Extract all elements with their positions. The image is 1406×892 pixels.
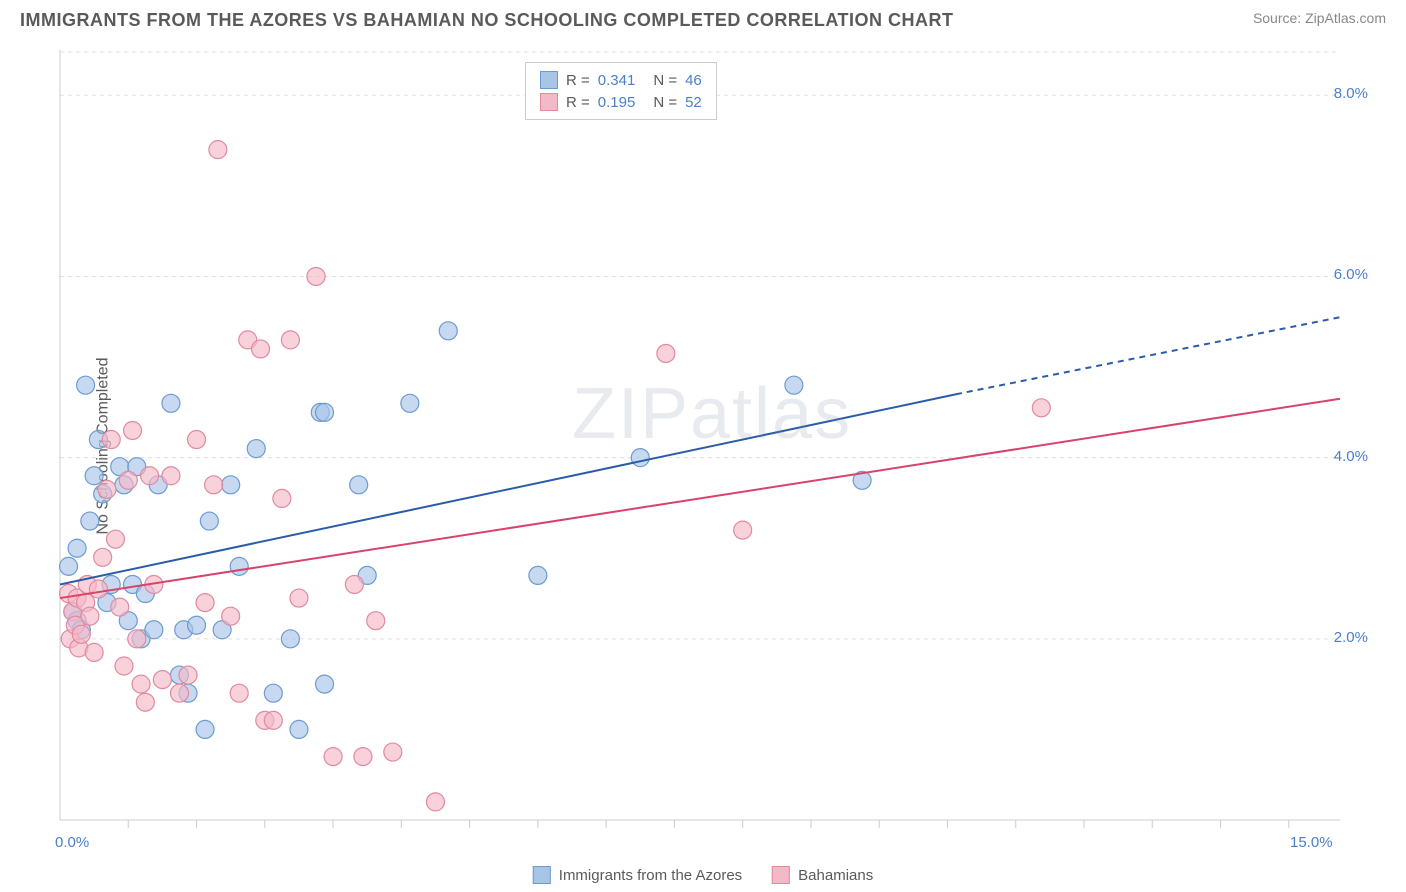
page-title: IMMIGRANTS FROM THE AZORES VS BAHAMIAN N… xyxy=(20,10,953,31)
legend-row: R = 0.195 N = 52 xyxy=(540,91,702,113)
legend-text: R = xyxy=(566,72,590,89)
chart-container: ZIPatlas R =0.341N =46R =0.195N =52 2.0%… xyxy=(55,50,1376,852)
legend-item: Immigrants from the Azores xyxy=(533,866,742,884)
legend-n-value: 46 xyxy=(685,72,702,89)
source-label: Source: ZipAtlas.com xyxy=(1253,10,1386,26)
legend-item: Bahamians xyxy=(772,866,873,884)
legend-correlation: R = 0.341 N = 46 R = 0.195 N = 52 xyxy=(525,62,717,120)
legend-r-value: 0.341 xyxy=(598,72,636,89)
y-tick-label: 8.0% xyxy=(1334,85,1368,102)
legend-swatch xyxy=(540,71,558,89)
x-tick-label: 0.0% xyxy=(55,834,89,851)
y-tick-label: 4.0% xyxy=(1334,448,1368,465)
y-tick-label: 6.0% xyxy=(1334,266,1368,283)
x-tick-label: 15.0% xyxy=(1290,834,1333,851)
legend-series: Immigrants from the Azores Bahamians xyxy=(533,866,873,884)
legend-label: Immigrants from the Azores xyxy=(559,867,742,884)
legend-label: Bahamians xyxy=(798,867,873,884)
legend-text: N = xyxy=(653,72,677,89)
legend-swatch xyxy=(533,866,551,884)
legend-n-value: 52 xyxy=(685,94,702,111)
legend-swatch xyxy=(540,93,558,111)
legend-text: N = xyxy=(653,94,677,111)
legend-row: R = 0.341 N = 46 xyxy=(540,69,702,91)
legend-swatch xyxy=(772,866,790,884)
legend-r-value: 0.195 xyxy=(598,94,636,111)
y-tick-label: 2.0% xyxy=(1334,629,1368,646)
scatter-chart xyxy=(55,50,1345,830)
legend-text: R = xyxy=(566,94,590,111)
header: IMMIGRANTS FROM THE AZORES VS BAHAMIAN N… xyxy=(0,0,1406,36)
